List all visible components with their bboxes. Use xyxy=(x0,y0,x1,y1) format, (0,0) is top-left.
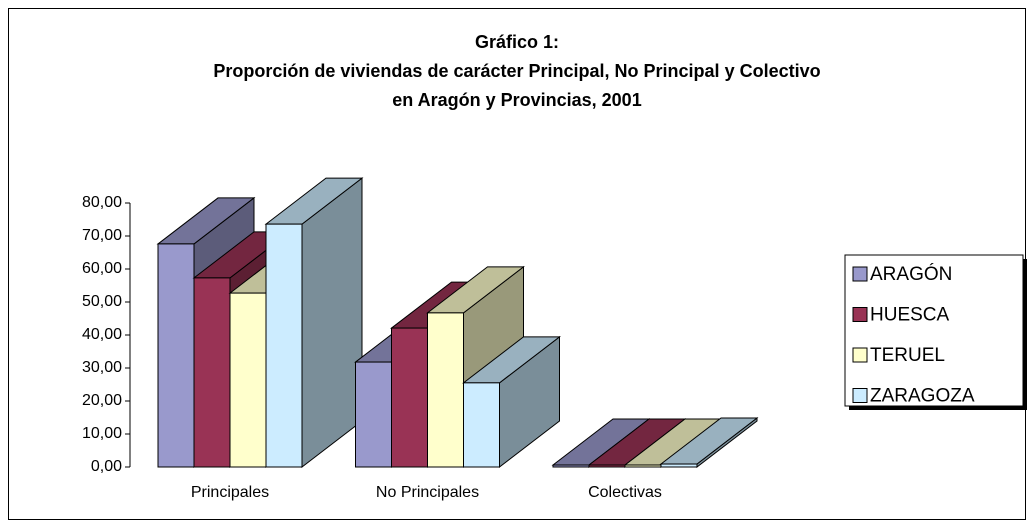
legend-swatch xyxy=(852,388,868,403)
chart-title: Gráfico 1: xyxy=(475,32,559,52)
y-tick-label: 20,00 xyxy=(82,392,122,409)
chart-title: Proporción de viviendas de carácter Prin… xyxy=(213,61,820,81)
x-tick-label: No Principales xyxy=(376,484,479,501)
y-tick-label: 30,00 xyxy=(82,359,122,376)
bar xyxy=(193,277,231,468)
legend-swatch xyxy=(852,266,868,282)
legend-label: ZARAGOZA xyxy=(870,386,975,407)
y-tick-label: 60,00 xyxy=(82,260,122,277)
chart-title: en Aragón y Provincias, 2001 xyxy=(392,90,641,110)
bar xyxy=(624,464,662,468)
y-tick-label: 80,00 xyxy=(82,194,122,211)
y-tick-label: 10,00 xyxy=(82,425,122,442)
bar xyxy=(229,292,267,468)
bar xyxy=(265,223,303,468)
x-tick-label: Principales xyxy=(191,484,269,501)
bar xyxy=(427,312,464,468)
bar xyxy=(157,243,195,468)
legend xyxy=(844,254,1024,407)
legend-label: ARAGÓN xyxy=(870,263,952,285)
bar xyxy=(355,361,392,468)
bar xyxy=(552,464,590,468)
bar-side xyxy=(301,177,363,469)
y-tick-label: 70,00 xyxy=(82,227,122,244)
bar xyxy=(391,327,428,468)
legend-label: HUESCA xyxy=(870,305,950,326)
bar xyxy=(463,382,500,468)
y-tick-label: 40,00 xyxy=(82,326,122,343)
bar xyxy=(588,464,626,468)
bar xyxy=(660,463,698,468)
legend-swatch xyxy=(852,347,868,363)
y-tick-label: 50,00 xyxy=(82,293,122,310)
x-tick-label: Colectivas xyxy=(588,484,662,501)
legend-label: TERUEL xyxy=(870,345,945,366)
legend-swatch xyxy=(852,307,868,322)
y-tick-label: 0,00 xyxy=(91,458,122,475)
